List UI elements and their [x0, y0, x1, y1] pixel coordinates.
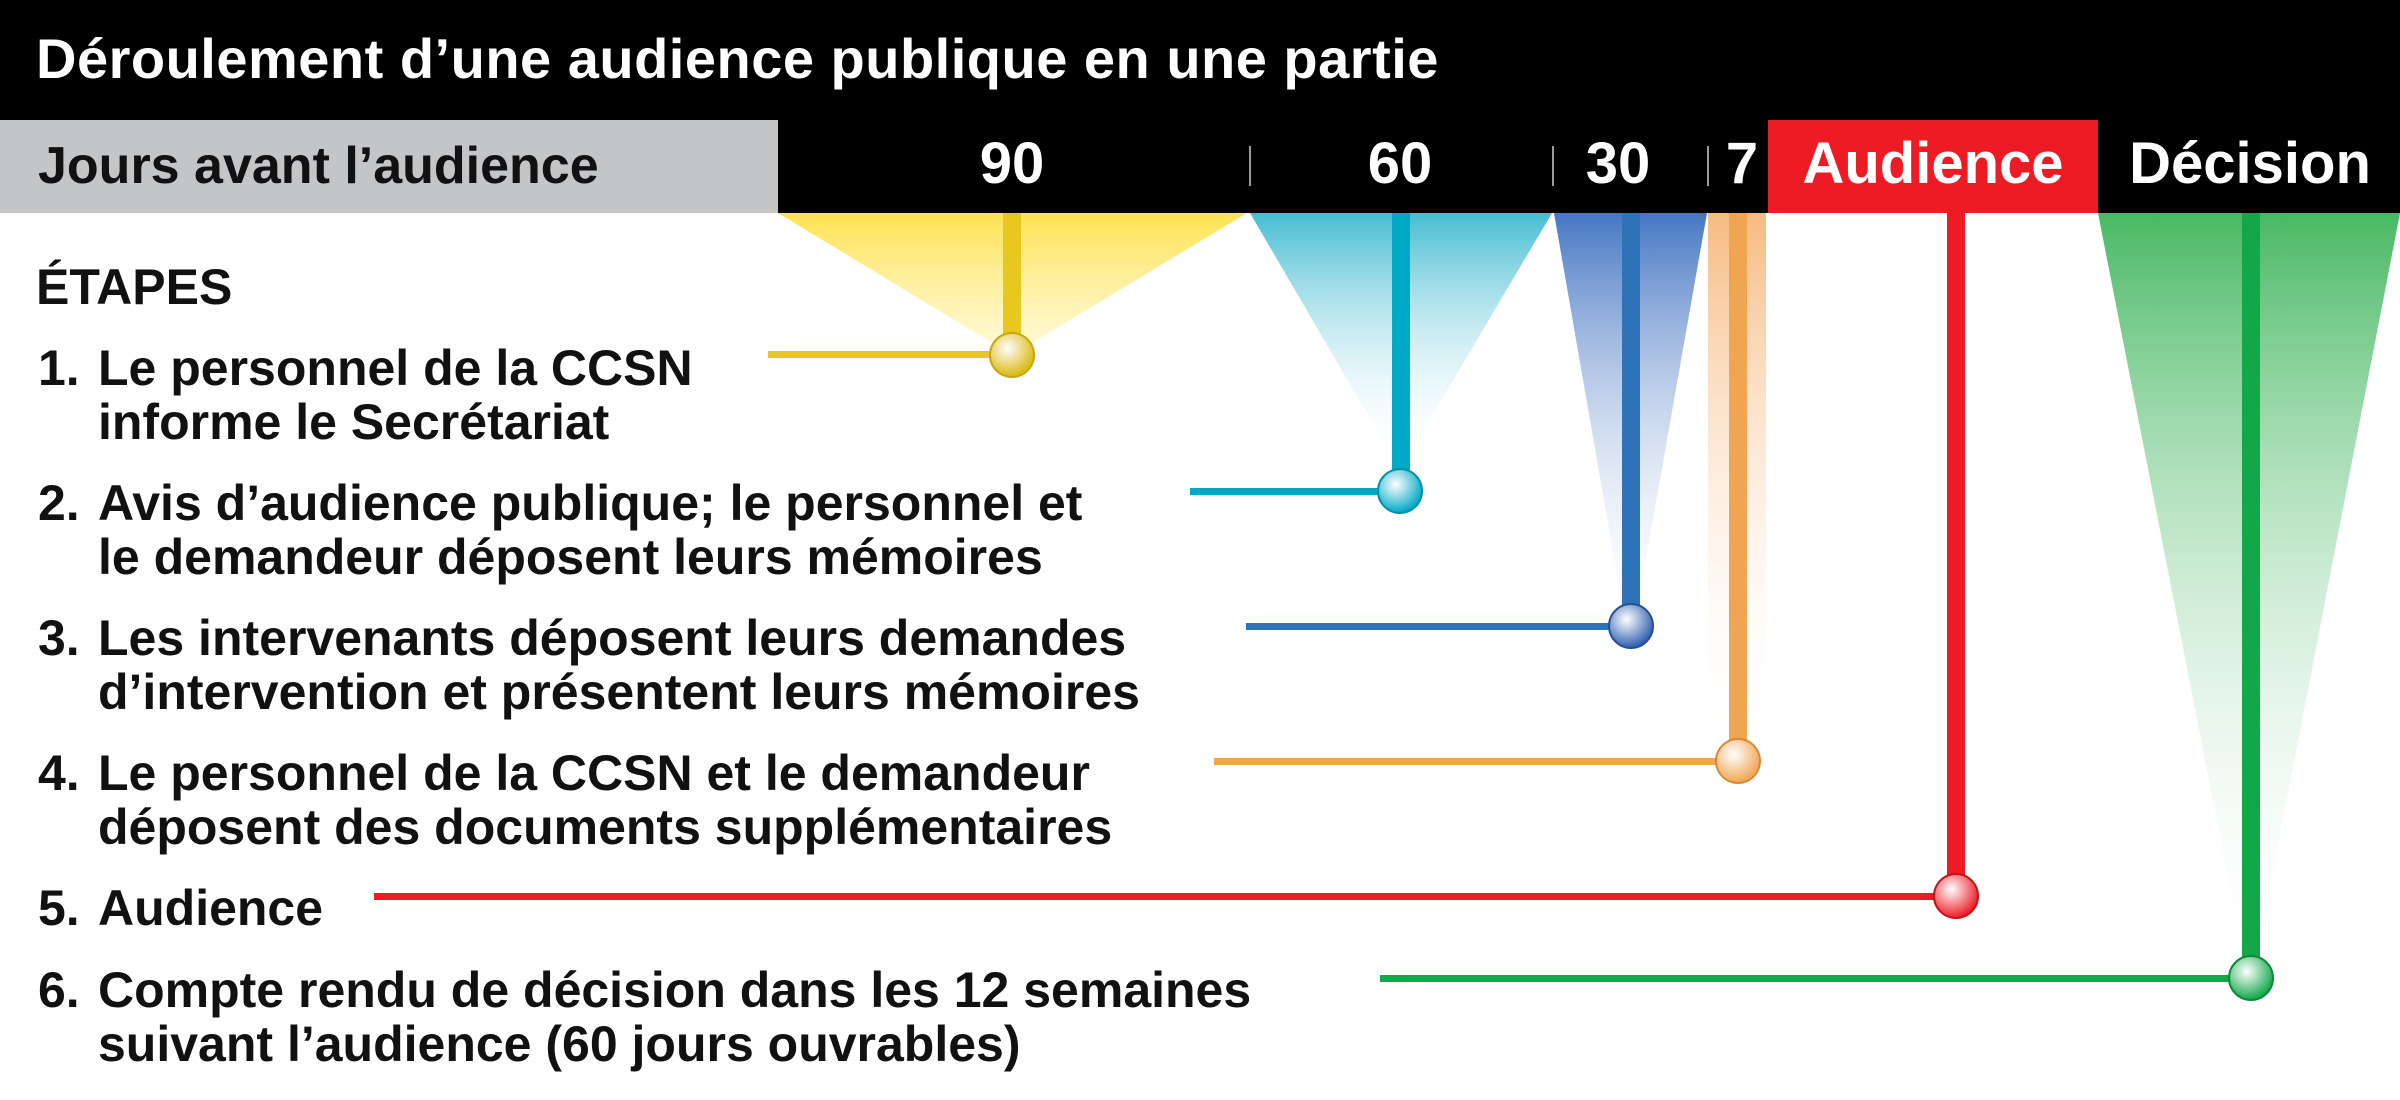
step-text-line-1: Compte rendu de décision dans les 12 sem… [98, 962, 1252, 1018]
stem-step-6 [2242, 213, 2260, 978]
column-decision: Décision [2129, 131, 2371, 196]
connector-step-4 [1214, 758, 1738, 765]
hearing-column-highlight [1768, 120, 2098, 213]
bullet-step-5 [1933, 873, 1979, 919]
step-number: 2. [38, 475, 80, 531]
stem-step-3 [1622, 213, 1640, 626]
step-4: 4. Le personnel de la CCSN et le demande… [38, 746, 1112, 854]
step-text-line-2: informe le Secrétariat [98, 394, 610, 450]
column-separator [1707, 146, 1709, 186]
step-number: 6. [38, 962, 80, 1018]
step-number: 5. [38, 880, 80, 936]
step-text-line-1: Le personnel de la CCSN et le demandeur [98, 745, 1090, 801]
days-label-box [0, 120, 778, 213]
column-90-days: 90 [979, 131, 1045, 196]
column-30-days: 30 [1585, 131, 1651, 196]
step-2: 2. Avis d’audience publique; le personne… [38, 476, 1082, 584]
stem-step-4 [1729, 213, 1747, 761]
bullet-step-3 [1608, 603, 1654, 649]
step-text-line-2: déposent des documents supplémentaires [98, 799, 1113, 855]
step-number: 1. [38, 340, 80, 396]
stem-step-2 [1392, 213, 1410, 491]
days-before-hearing-label: Jours avant l’audience [38, 137, 599, 195]
stem-step-5 [1947, 213, 1965, 896]
timeline-diagram [374, 213, 2400, 1001]
title-bar [0, 0, 2400, 120]
stem-step-1 [1003, 213, 1021, 353]
bullet-step-6 [2228, 955, 2274, 1001]
step-5: 5. Audience [38, 881, 323, 935]
stages-heading: ÉTAPES [36, 259, 233, 315]
column-hearing: Audience [1802, 131, 2064, 196]
step-text-line-2: suivant l’audience (60 jours ouvrables) [98, 1016, 1021, 1072]
column-separator [1249, 146, 1251, 186]
step-text-line-2: d’intervention et présentent leurs mémoi… [98, 664, 1140, 720]
connector-step-5 [374, 893, 1956, 900]
bullet-step-1 [989, 332, 1035, 378]
connector-step-2 [1190, 488, 1400, 495]
step-text-line-1: Le personnel de la CCSN [98, 340, 693, 396]
column-7-days: 7 [1725, 131, 1759, 196]
bullet-step-2 [1377, 468, 1423, 514]
bullet-step-4 [1715, 738, 1761, 784]
step-text-line-1: Audience [98, 880, 324, 936]
step-number: 4. [38, 745, 80, 801]
page-title: Déroulement d’une audience publique en u… [36, 27, 1439, 90]
step-text-line-2: le demandeur déposent leurs mémoires [98, 529, 1043, 585]
step-text-line-1: Les intervenants déposent leurs demandes [98, 610, 1127, 666]
column-separator [1552, 146, 1554, 186]
step-6: 6. Compte rendu de décision dans les 12 … [38, 963, 1251, 1071]
connector-step-1 [768, 351, 1012, 358]
column-60-days: 60 [1367, 131, 1433, 196]
connector-step-3 [1246, 623, 1630, 630]
step-number: 3. [38, 610, 80, 666]
step-3: 3. Les intervenants déposent leurs deman… [38, 611, 1140, 719]
connector-step-6 [1380, 975, 2250, 982]
step-text-line-1: Avis d’audience publique; le personnel e… [98, 475, 1083, 531]
step-1: 1. Le personnel de la CCSN informe le Se… [38, 341, 693, 449]
